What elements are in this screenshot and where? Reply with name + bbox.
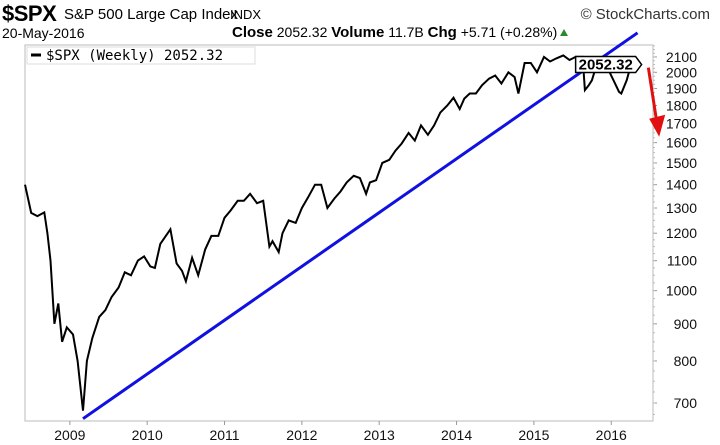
y-tick-label: 1200 [666, 225, 697, 241]
arrow-shaft [646, 67, 659, 125]
y-tick-label: 700 [674, 395, 698, 411]
y-axis: 700 800 900 1000 1100 1200 1300 1400 1500 1600 170… [653, 45, 698, 415]
x-tick-label: 2010 [132, 427, 163, 443]
exchange: INDX [230, 7, 262, 22]
chg-label: Chg [427, 24, 457, 41]
legend-label: $SPX (Weekly) 2052.32 [46, 48, 223, 64]
volume-value: 11.7B [388, 24, 424, 40]
close-label: Close [232, 24, 273, 41]
last-value-tag: 2052.32 [574, 55, 643, 74]
x-axis: 2009 2010 2011 2012 2013 2014 2015 2016 [54, 421, 627, 443]
x-tick-label: 2014 [441, 427, 472, 443]
y-tick-label: 1500 [666, 155, 697, 171]
chg-value: +5.71 (+0.28%) [460, 24, 558, 40]
x-tick-label: 2009 [54, 427, 85, 443]
index-name: S&P 500 Large Cap Index [64, 6, 239, 23]
x-tick-label: 2012 [286, 427, 317, 443]
arrow-head [649, 114, 666, 137]
close-value: 2052.32 [276, 24, 328, 40]
x-tick-label: 2011 [209, 427, 239, 443]
y-tick-label: 1100 [667, 253, 697, 269]
y-tick-label: 2100 [666, 49, 697, 65]
up-triangle-icon [560, 29, 569, 36]
y-tick-label: 1000 [666, 283, 697, 299]
x-tick-label: 2016 [596, 427, 627, 443]
y-tick-label: 1600 [666, 135, 697, 151]
quote-stats: Close 2052.32 Volume 11.7B Chg +5.71 (+0… [232, 24, 569, 41]
y-tick-label: 900 [674, 316, 698, 332]
last-value-label: 2052.32 [579, 57, 633, 74]
quote-date: 20-May-2016 [2, 25, 85, 41]
trendline [82, 31, 639, 420]
brand-watermark: © StockCharts.com [580, 6, 710, 23]
legend-box [26, 46, 256, 65]
y-tick-label: 1900 [666, 80, 697, 96]
last-value-box [574, 55, 643, 74]
down-arrow [646, 67, 666, 137]
y-tick-label: 1400 [666, 177, 697, 193]
y-tick-label: 2000 [666, 64, 697, 80]
plot-frame [24, 44, 654, 422]
price-line [24, 54, 642, 411]
symbol: $SPX [2, 1, 57, 26]
y-tick-label: 1800 [666, 97, 697, 113]
x-tick-label: 2013 [364, 427, 395, 443]
y-tick-label: 1300 [666, 200, 697, 216]
x-tick-label: 2015 [518, 427, 549, 443]
y-tick-label: 1700 [666, 115, 697, 131]
y-tick-label: 800 [674, 353, 698, 369]
volume-label: Volume [331, 24, 385, 41]
legend: $SPX (Weekly) 2052.32 [26, 46, 256, 65]
